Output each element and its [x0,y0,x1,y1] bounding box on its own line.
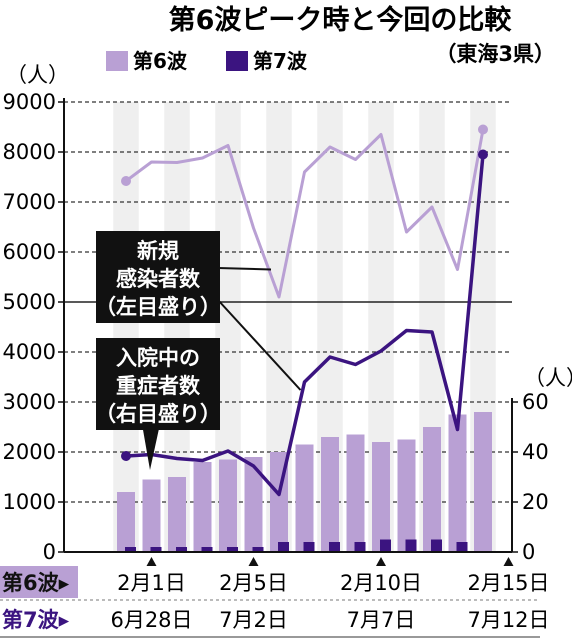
bar-wave6 [142,479,161,552]
annotation-text: 入院中の [116,346,200,370]
line-endpoint [121,176,131,186]
legend-label-wave7: 第7波 [253,49,308,73]
line-endpoint [121,451,131,461]
left-tick-label: 7000 [3,190,56,214]
annotation-text: 重症者数 [116,374,201,398]
legend-swatch-wave6 [106,51,128,71]
right-axis-unit: （人） [524,366,572,390]
annotation-text: （左目盛り） [95,295,221,319]
bar-wave7 [303,542,315,552]
x-tick-label: 7月2日 [219,608,288,632]
bars [117,412,492,552]
line-wave7 [125,154,485,497]
line-endpoint [478,149,488,160]
bar-wave7 [252,547,264,552]
left-axis-unit: （人） [6,63,69,87]
x-tick-label: 7月12日 [467,608,549,632]
x-tick-marker [503,557,514,566]
bar-wave6 [193,462,212,552]
left-tick-label: 5000 [3,290,56,314]
x-tick-label: 2月15日 [467,571,549,595]
right-tick-label: 60 [522,390,549,414]
x-tick-label: 2月1日 [117,571,186,595]
bar-wave7 [329,542,340,552]
right-tick-label: 20 [522,490,549,514]
bar-wave7 [150,547,162,552]
x-row-label: 第7波▸ [2,608,70,632]
x-tick-label: 6月28日 [110,608,192,632]
bar-wave7 [125,547,136,552]
bar-wave7 [431,539,442,552]
bar-wave6 [448,414,467,552]
lines [121,124,488,497]
x-tick-label: 7月7日 [347,608,416,632]
annotation-text: 感染者数 [116,267,201,291]
line-wave6 [125,129,485,299]
line-endpoint [478,124,488,135]
left-tick-label: 8000 [3,140,56,164]
legend-swatch-wave7 [226,51,248,71]
bar-wave6 [219,459,237,552]
x-tick-marker [248,557,259,566]
axes [58,98,518,553]
annotation-text: 新規 [137,239,179,263]
row-label-bg-wave6 [0,566,78,598]
left-tick-label: 9000 [3,90,56,114]
right-tick-label: 40 [522,440,549,464]
bar-wave6 [117,492,135,552]
left-tick-label: 6000 [3,240,56,264]
bar-wave7 [405,539,417,552]
legend-label-wave6: 第6波 [133,49,188,73]
annotation-infections [96,231,220,323]
left-tick-label: 1000 [3,490,56,514]
annotation-pointer [217,299,302,391]
annotation-pointer [217,267,272,271]
bar-wave6 [168,477,186,552]
bar-wave6 [321,437,339,552]
left-tick-label: 3000 [3,390,56,414]
text-layer: 第6波ピーク時と今回の比較 （東海3県） （人） （人） 第6波 第7波 9000 8000 7… [0,4,572,638]
bar-wave7 [278,542,289,552]
left-tick-label: 4000 [3,340,56,364]
annotation-text: （右目盛り） [95,402,221,426]
x-tick-label: 2月10日 [340,571,422,595]
bar-wave6 [397,439,416,552]
bar-wave7 [227,547,238,552]
x-tick-marker [376,557,386,566]
bar-wave7 [354,542,366,552]
bar-wave6 [295,444,314,552]
bar-wave7 [201,547,213,552]
bar-wave7 [176,547,187,552]
x-tick-label: 2月5日 [219,571,288,595]
bar-wave6 [474,412,492,552]
annotation-pointer [142,424,160,470]
bar-wave7 [456,542,468,552]
bar-wave6 [346,434,365,552]
left-tick-label: 2000 [3,440,56,464]
bar-wave6 [372,442,390,552]
day-band [113,102,139,552]
chart-title: 第6波ピーク時と今回の比較 [169,4,513,36]
x-tick-marker [146,557,157,566]
chart-subtitle: （東海3県） [435,42,555,66]
x-row-label: 第6波▸ [2,571,70,595]
left-tick-label: 0 [43,540,56,564]
right-tick-label: 0 [522,540,535,564]
annotation-severe [96,338,220,430]
bar-wave7 [380,539,391,552]
bar-wave6 [244,457,263,552]
bar-wave6 [423,427,441,552]
